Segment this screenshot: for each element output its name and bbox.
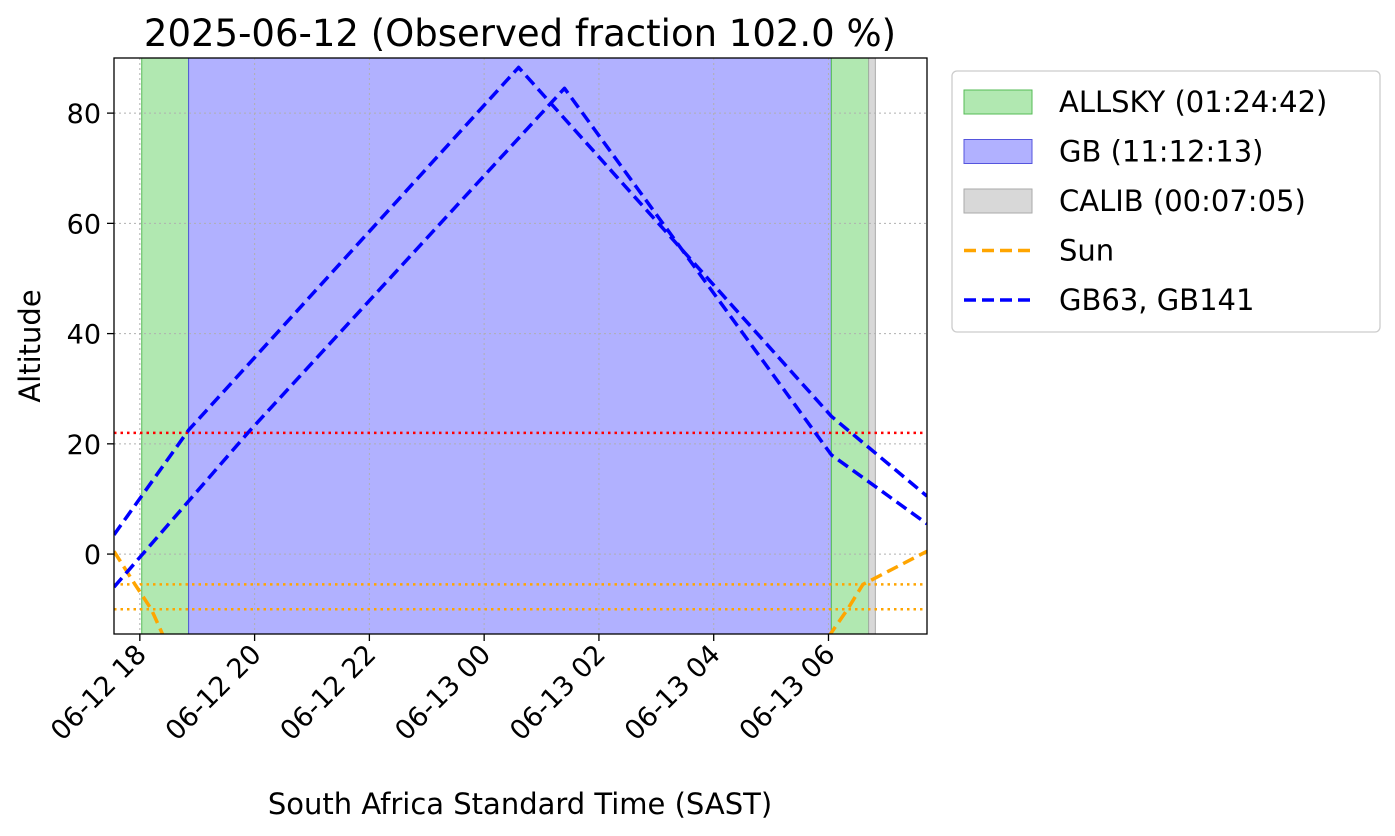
legend-label-0: ALLSKY (01:24:42) xyxy=(1059,85,1327,119)
sun-curve-0 xyxy=(114,550,165,634)
legend-label-2: CALIB (00:07:05) xyxy=(1059,184,1306,218)
legend-frame xyxy=(951,70,1381,333)
x-tick-label-0: 06-12 18 xyxy=(45,639,153,747)
plot-frame xyxy=(113,57,928,635)
span-calib-3 xyxy=(868,58,876,634)
legend-label-4: GB63, GB141 xyxy=(1059,283,1254,317)
y-tick-label-2: 40 xyxy=(67,320,101,351)
x-tick-label-5: 06-13 04 xyxy=(619,639,727,747)
legend: ALLSKY (01:24:42) GB (11:12:13) CALIB (00:… xyxy=(951,70,1381,333)
chart-title: 2025-06-12 (Observed fraction 102.0 %) xyxy=(144,12,896,55)
legend-swatch-0 xyxy=(963,89,1033,115)
x-tick-label-1: 06-12 20 xyxy=(160,639,268,747)
series-layer xyxy=(114,65,927,634)
span-allsky-0 xyxy=(141,58,190,634)
y-axis-label: Altitude xyxy=(13,289,47,402)
span-allsky-2 xyxy=(830,58,870,634)
legend-swatch-2 xyxy=(963,188,1033,214)
y-tick-label-0: 0 xyxy=(84,540,101,571)
legend-label-3: Sun xyxy=(1059,234,1114,268)
y-tick-label-3: 60 xyxy=(67,209,101,240)
span-gb-1 xyxy=(188,58,832,634)
sun-curve-1 xyxy=(828,549,927,634)
x-tick-label-4: 06-13 02 xyxy=(504,639,612,747)
grid-layer xyxy=(114,58,927,634)
target-curve-3 xyxy=(114,86,927,589)
span-layer xyxy=(141,58,876,634)
target-curve-2 xyxy=(114,65,927,536)
x-axis-label: South Africa Standard Time (SAST) xyxy=(268,787,772,821)
legend-label-1: GB (11:12:13) xyxy=(1059,135,1263,169)
legend-swatch-1 xyxy=(963,139,1033,164)
x-tick-label-2: 06-12 22 xyxy=(275,639,383,747)
y-tick-label-1: 20 xyxy=(67,430,101,461)
y-tick-label-4: 80 xyxy=(67,99,101,130)
hline-layer xyxy=(114,431,927,611)
x-tick-label-6: 06-13 06 xyxy=(734,639,842,747)
x-tick-label-3: 06-13 00 xyxy=(389,639,497,747)
